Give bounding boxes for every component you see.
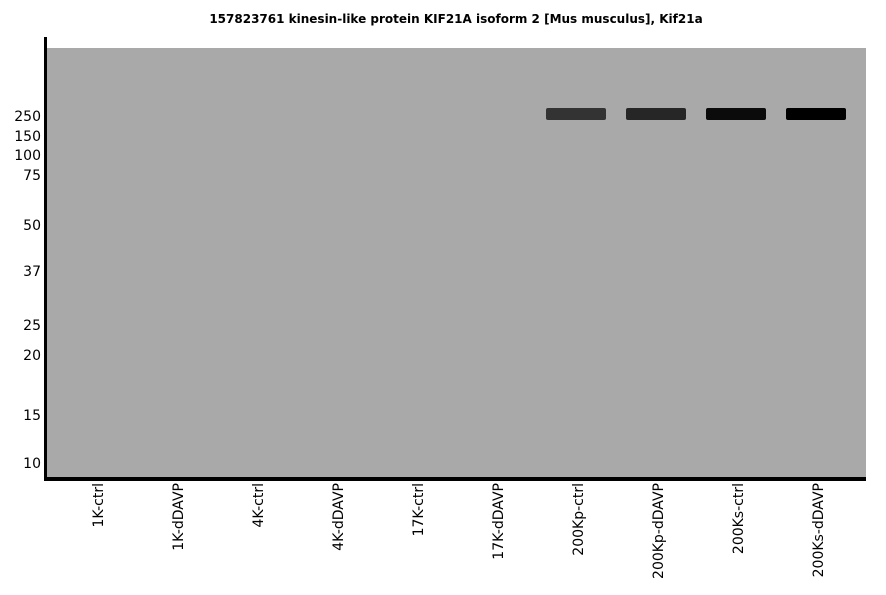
lane-label-4K-dDAVP: 4K-dDAVP bbox=[331, 483, 347, 551]
mw-marker-label-100: 100 bbox=[14, 148, 41, 164]
lane-label-1K-ctrl: 1K-ctrl bbox=[91, 483, 107, 528]
mw-marker-label-25: 25 bbox=[23, 318, 41, 334]
mw-marker-label-20: 20 bbox=[23, 348, 41, 364]
figure-title: 157823761 kinesin-like protein KIF21A is… bbox=[209, 12, 703, 26]
mw-marker-label-150: 150 bbox=[14, 129, 41, 145]
lane-label-4K-ctrl: 4K-ctrl bbox=[251, 483, 267, 528]
mw-marker-label-50: 50 bbox=[23, 218, 41, 234]
lane-label-17K-dDAVP: 17K-dDAVP bbox=[491, 483, 507, 560]
protein-band-200Ks-ctrl bbox=[706, 108, 766, 120]
lane-label-1K-dDAVP: 1K-dDAVP bbox=[171, 483, 187, 551]
lane-label-200Ks-dDAVP: 200Ks-dDAVP bbox=[811, 483, 827, 578]
y-axis-line bbox=[44, 37, 47, 481]
protein-band-200Kp-ctrl bbox=[546, 108, 606, 120]
mw-marker-label-250: 250 bbox=[14, 109, 41, 125]
lane-label-200Kp-dDAVP: 200Kp-dDAVP bbox=[651, 483, 667, 579]
lane-label-17K-ctrl: 17K-ctrl bbox=[411, 483, 427, 537]
x-axis-line bbox=[44, 477, 866, 481]
protein-band-200Kp-dDAVP bbox=[626, 108, 686, 120]
lane-label-200Ks-ctrl: 200Ks-ctrl bbox=[731, 483, 747, 555]
mw-marker-label-15: 15 bbox=[23, 408, 41, 424]
mw-marker-label-75: 75 bbox=[23, 168, 41, 184]
mw-marker-label-10: 10 bbox=[23, 456, 41, 472]
mw-marker-label-37: 37 bbox=[23, 264, 41, 280]
protein-band-200Ks-dDAVP bbox=[786, 108, 846, 120]
lane-label-200Kp-ctrl: 200Kp-ctrl bbox=[571, 483, 587, 556]
